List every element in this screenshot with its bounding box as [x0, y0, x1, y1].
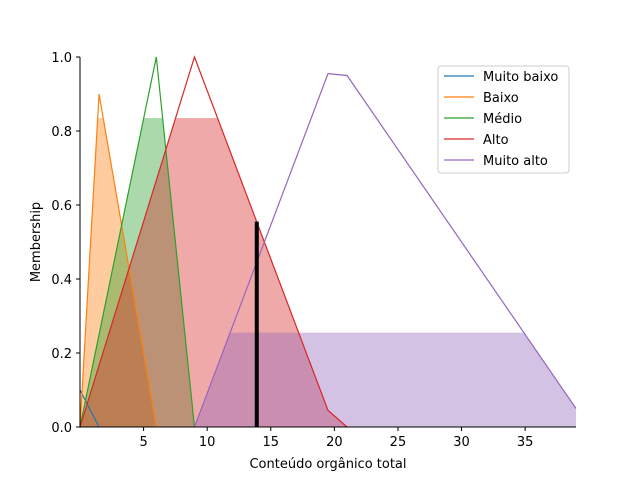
- x-tick-label: 35: [517, 435, 534, 450]
- x-tick-label: 25: [390, 435, 407, 450]
- x-tick-label: 10: [199, 435, 216, 450]
- x-tick-label: 5: [139, 435, 147, 450]
- x-axis-label: Conteúdo orgânico total: [249, 457, 406, 472]
- y-tick-label: 1.0: [51, 51, 72, 66]
- y-axis-label: Membership: [29, 202, 44, 282]
- legend-box: [437, 65, 570, 174]
- x-tick-label: 30: [453, 435, 470, 450]
- y-tick-label: 0.2: [51, 347, 72, 362]
- x-tick-label: 20: [326, 435, 343, 450]
- line-alto: [79, 55, 348, 428]
- legend-label-muito-baixo: Muito baixo: [483, 70, 558, 85]
- axes: [79, 57, 576, 428]
- line-medio: [79, 56, 196, 428]
- x-ticks: 5 10 15 20 25 30 35: [139, 427, 533, 450]
- line-muito-baixo: [79, 389, 100, 428]
- legend-label-alto: Alto: [483, 133, 509, 148]
- y-ticks: 0.0 0.2 0.4 0.6 0.8 1.0: [51, 51, 80, 436]
- legend-label-medio: Médio: [483, 112, 522, 127]
- y-tick-label: 0.6: [51, 199, 72, 214]
- legend: Muito baixo Baixo Médio Alto Muito alto: [437, 65, 570, 174]
- x-tick-label: 15: [262, 435, 279, 450]
- activation-fill-muito-alto: [194, 332, 576, 427]
- y-tick-label: 0.4: [51, 273, 72, 288]
- membership-curves: [79, 55, 577, 428]
- y-tick-label: 0.0: [51, 421, 72, 436]
- legend-label-baixo: Baixo: [483, 91, 519, 106]
- legend-label-muito-alto: Muito alto: [483, 154, 548, 169]
- line-muito-alto: [193, 73, 577, 428]
- line-baixo: [79, 93, 157, 428]
- y-tick-label: 0.8: [51, 125, 72, 140]
